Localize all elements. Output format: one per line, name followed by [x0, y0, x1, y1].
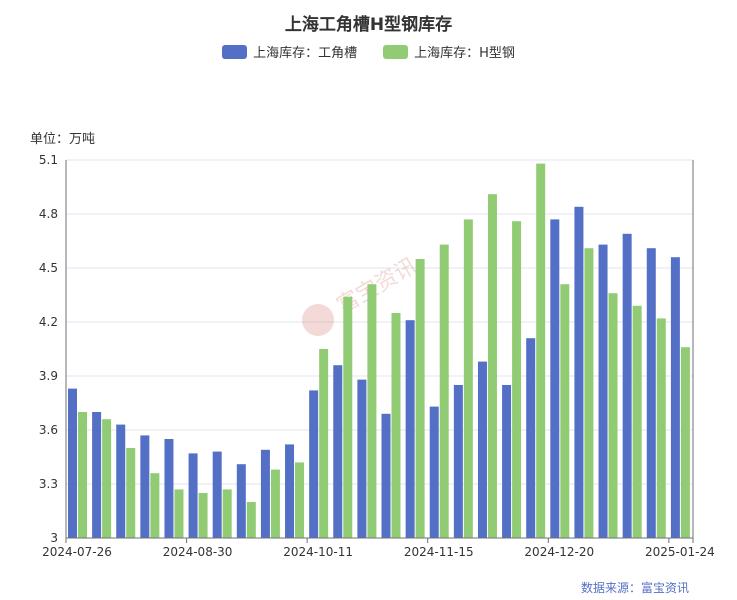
bars — [68, 163, 690, 539]
bar[interactable] — [212, 451, 222, 538]
bar[interactable] — [381, 413, 391, 538]
bar[interactable] — [222, 489, 232, 538]
bar[interactable] — [463, 219, 473, 538]
bar[interactable] — [574, 206, 584, 539]
legend-swatch-angle-channel — [222, 44, 248, 59]
x-tick-label: 2024-11-15 — [404, 545, 474, 559]
bar[interactable] — [526, 338, 536, 538]
bar[interactable] — [150, 473, 160, 538]
legend: 上海库存：工角槽 上海库存：H型钢 — [0, 42, 737, 61]
legend-label-h-beam: 上海库存：H型钢 — [414, 46, 515, 61]
bar[interactable] — [126, 448, 136, 538]
bar[interactable] — [309, 390, 319, 538]
bar[interactable] — [550, 219, 560, 538]
x-tick-label: 2024-08-30 — [163, 545, 233, 559]
bar[interactable] — [285, 444, 295, 538]
x-tick-label: 2024-07-26 — [42, 545, 112, 559]
bar[interactable] — [632, 305, 642, 538]
bar[interactable] — [429, 406, 439, 538]
bar[interactable] — [439, 244, 449, 538]
y-tick-label: 5.1 — [39, 153, 58, 167]
axes: 3 3.3 3.6 3.9 4.2 4.5 4.8 5.1 2024-07-26 2024-08-… — [39, 153, 715, 559]
bar[interactable] — [670, 257, 680, 538]
bar[interactable] — [236, 464, 246, 538]
chart-title: 上海工角槽H型钢库存 — [284, 15, 453, 35]
bar[interactable] — [357, 379, 367, 538]
bar[interactable] — [622, 233, 632, 539]
bar[interactable] — [680, 347, 690, 538]
bar[interactable] — [343, 296, 353, 538]
source-label: 数据来源：富宝资讯 — [580, 581, 689, 595]
bar[interactable] — [487, 194, 497, 538]
y-tick-label: 3.9 — [39, 369, 58, 383]
bar[interactable] — [415, 259, 425, 538]
bar[interactable] — [560, 284, 570, 538]
bar[interactable] — [116, 424, 126, 538]
bar[interactable] — [512, 221, 522, 538]
bar[interactable] — [536, 163, 546, 538]
bar[interactable] — [140, 435, 150, 538]
bar[interactable] — [584, 248, 594, 538]
bar[interactable] — [477, 361, 487, 538]
bar[interactable] — [391, 313, 401, 538]
bar[interactable] — [333, 365, 343, 538]
watermark-mark: 富宝资讯 — [302, 254, 422, 336]
bar[interactable] — [502, 385, 512, 538]
legend-label-angle-channel: 上海库存：工角槽 — [253, 46, 358, 61]
y-tick-label: 3.6 — [39, 423, 58, 437]
bar[interactable] — [656, 318, 666, 538]
bar[interactable] — [102, 419, 112, 538]
bar[interactable] — [164, 439, 174, 538]
y-tick-label: 3.3 — [39, 477, 58, 491]
bar[interactable] — [270, 469, 280, 538]
bar[interactable] — [174, 489, 184, 538]
bar[interactable] — [78, 412, 87, 538]
x-tick-label: 2025-01-24 — [645, 545, 715, 559]
y-tick-label: 3 — [50, 531, 58, 545]
bar[interactable] — [295, 462, 305, 538]
bar[interactable] — [198, 493, 208, 538]
bar[interactable] — [598, 244, 608, 538]
y-axis-unit-label: 单位：万吨 — [30, 132, 96, 147]
bar[interactable] — [260, 449, 270, 538]
bar[interactable] — [68, 388, 77, 538]
bar[interactable] — [246, 502, 256, 538]
y-tick-label: 4.2 — [39, 315, 58, 329]
bar[interactable] — [319, 349, 329, 538]
legend-item-angle-channel[interactable]: 上海库存：工角槽 — [222, 42, 357, 61]
bar[interactable] — [92, 412, 102, 538]
x-tick-label: 2024-10-11 — [283, 545, 353, 559]
bar[interactable] — [453, 385, 463, 538]
legend-swatch-h-beam — [383, 44, 409, 59]
legend-item-h-beam[interactable]: 上海库存：H型钢 — [383, 42, 515, 61]
bar[interactable] — [608, 293, 618, 538]
y-tick-label: 4.8 — [39, 207, 58, 221]
bar[interactable] — [646, 248, 656, 538]
bar[interactable] — [188, 453, 198, 538]
bar[interactable] — [405, 320, 415, 538]
watermark-logo-icon — [302, 304, 334, 336]
bar[interactable] — [367, 284, 377, 538]
x-tick-label: 2024-12-20 — [524, 545, 594, 559]
y-tick-label: 4.5 — [39, 261, 58, 275]
watermark: 富宝资讯 — [302, 254, 422, 336]
